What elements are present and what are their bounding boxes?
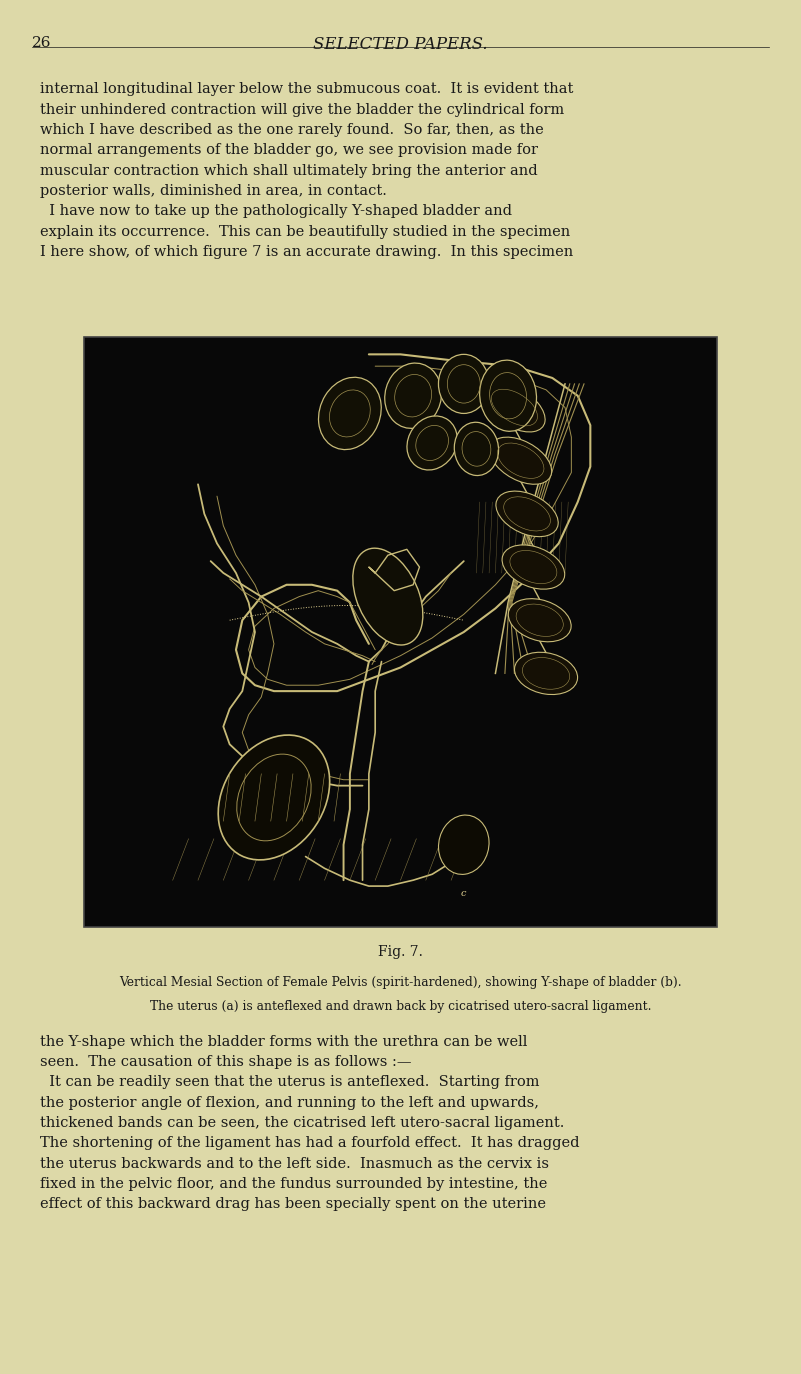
Text: SELECTED PAPERS.: SELECTED PAPERS. <box>313 36 488 52</box>
Ellipse shape <box>384 363 441 429</box>
Ellipse shape <box>496 491 558 537</box>
Text: which I have described as the one rarely found.  So far, then, as the: which I have described as the one rarely… <box>40 124 544 137</box>
Text: muscular contraction which shall ultimately bring the anterior and: muscular contraction which shall ultimat… <box>40 164 537 177</box>
Text: The uterus (a) is anteflexed and drawn back by cicatrised utero-sacral ligament.: The uterus (a) is anteflexed and drawn b… <box>150 1000 651 1013</box>
Text: It can be readily seen that the uterus is anteflexed.  Starting from: It can be readily seen that the uterus i… <box>40 1076 540 1090</box>
Text: Vertical Mesial Section of Female Pelvis (spirit-hardened), showing Y-shape of b: Vertical Mesial Section of Female Pelvis… <box>119 976 682 988</box>
Text: 26: 26 <box>32 36 51 49</box>
Text: their unhindered contraction will give the bladder the cylindrical form: their unhindered contraction will give t… <box>40 103 564 117</box>
Ellipse shape <box>514 653 578 694</box>
Ellipse shape <box>319 378 381 449</box>
Text: The shortening of the ligament has had a fourfold effect.  It has dragged: The shortening of the ligament has had a… <box>40 1136 580 1150</box>
Text: seen.  The causation of this shape is as follows :—: seen. The causation of this shape is as … <box>40 1055 412 1069</box>
Text: internal longitudinal layer below the submucous coat.  It is evident that: internal longitudinal layer below the su… <box>40 82 574 96</box>
Ellipse shape <box>438 354 489 414</box>
Ellipse shape <box>218 735 330 860</box>
Text: the Y-shape which the bladder forms with the urethra can be well: the Y-shape which the bladder forms with… <box>40 1035 527 1048</box>
Text: normal arrangements of the bladder go, we see provision made for: normal arrangements of the bladder go, w… <box>40 143 538 158</box>
Text: thickened bands can be seen, the cicatrised left utero-sacral ligament.: thickened bands can be seen, the cicatri… <box>40 1116 565 1129</box>
Text: fixed in the pelvic floor, and the fundus surrounded by intestine, the: fixed in the pelvic floor, and the fundu… <box>40 1178 547 1191</box>
Ellipse shape <box>502 545 565 589</box>
Bar <box>84 337 717 927</box>
Ellipse shape <box>438 815 489 874</box>
Text: I have now to take up the pathologically Y-shaped bladder and: I have now to take up the pathologically… <box>40 205 512 218</box>
Text: the posterior angle of flexion, and running to the left and upwards,: the posterior angle of flexion, and runn… <box>40 1095 539 1110</box>
Ellipse shape <box>352 548 423 644</box>
Ellipse shape <box>454 422 498 475</box>
Text: the uterus backwards and to the left side.  Inasmuch as the cervix is: the uterus backwards and to the left sid… <box>40 1157 549 1171</box>
Text: Fig. 7.: Fig. 7. <box>378 945 423 959</box>
Text: I here show, of which figure 7 is an accurate drawing.  In this specimen: I here show, of which figure 7 is an acc… <box>40 245 574 260</box>
Ellipse shape <box>484 383 545 431</box>
Text: explain its occurrence.  This can be beautifully studied in the specimen: explain its occurrence. This can be beau… <box>40 225 570 239</box>
Text: effect of this backward drag has been specially spent on the uterine: effect of this backward drag has been sp… <box>40 1197 546 1212</box>
Text: posterior walls, diminished in area, in contact.: posterior walls, diminished in area, in … <box>40 184 387 198</box>
Text: c: c <box>461 889 466 899</box>
Ellipse shape <box>489 437 552 484</box>
Ellipse shape <box>480 360 537 431</box>
Ellipse shape <box>407 416 457 470</box>
Ellipse shape <box>509 599 571 642</box>
